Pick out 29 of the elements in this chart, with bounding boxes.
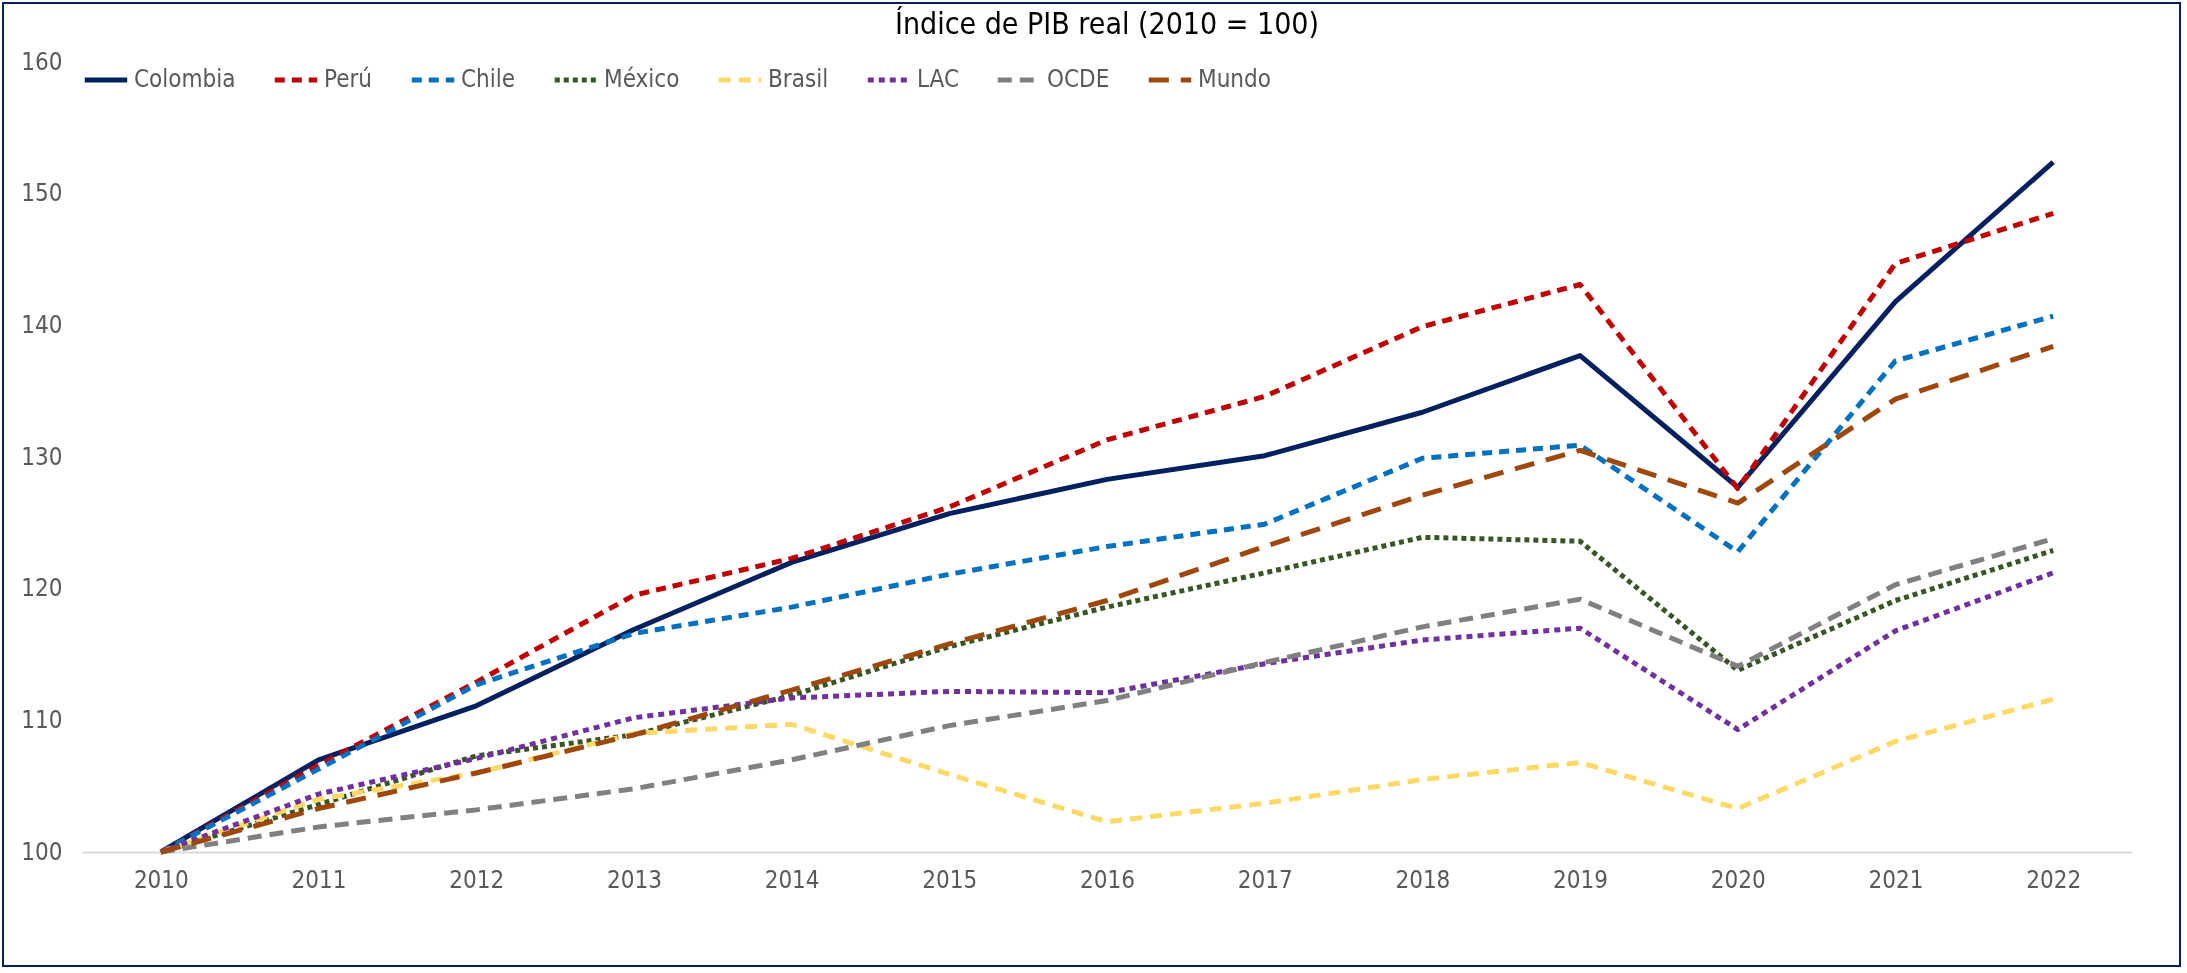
legend-label: Perú [324,65,373,93]
x-tick-label: 2016 [1080,865,1135,894]
y-tick-label: 100 [21,837,63,866]
x-tick-label: 2014 [764,865,820,894]
legend-label: México [604,65,680,93]
x-tick-label: 2019 [1553,865,1609,894]
x-tick-label: 2013 [606,865,662,894]
legend-label: Colombia [134,65,236,93]
x-tick-label: 2010 [133,865,189,894]
x-tick-label: 2021 [1868,865,1924,894]
y-tick-label: 110 [21,705,63,734]
y-tick-label: 130 [21,442,63,471]
x-tick-label: 2015 [922,865,978,894]
x-tick-label: 2022 [2026,865,2082,894]
x-tick-label: 2018 [1395,865,1451,894]
x-tick-label: 2011 [291,865,347,894]
x-tick-label: 2020 [1710,865,1766,894]
legend-label: Mundo [1198,65,1271,93]
legend-label: Brasil [768,65,829,93]
y-tick-label: 140 [21,310,63,339]
chart-title: Índice de PIB real (2010 = 100) [895,6,1319,41]
y-tick-label: 160 [21,47,63,76]
y-tick-label: 120 [21,574,63,603]
x-tick-label: 2012 [449,865,505,894]
legend-label: OCDE [1047,65,1110,93]
y-tick-label: 150 [21,179,63,208]
legend-label: LAC [917,65,959,93]
x-tick-label: 2017 [1237,865,1293,894]
legend-label: Chile [461,65,516,93]
